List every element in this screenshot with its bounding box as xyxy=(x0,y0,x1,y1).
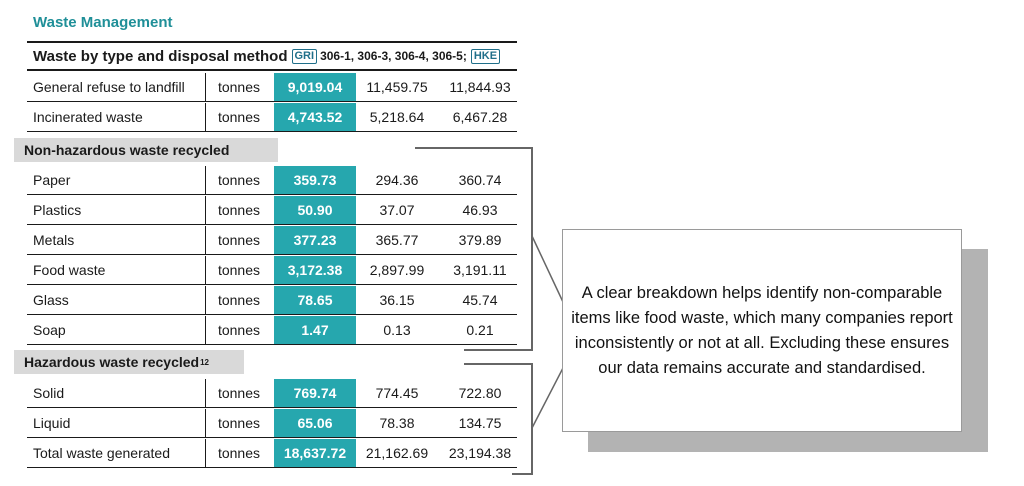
row-earlier-value: 11,844.93 xyxy=(449,79,511,95)
gri-codes: 306-1, 306-3, 306-4, 306-5; xyxy=(320,49,467,63)
row-unit: tonnes xyxy=(205,166,272,194)
table-row: Solid tonnes 769.74 774.45 722.80 xyxy=(27,379,517,408)
hkex-badge: HKE xyxy=(470,48,501,64)
gri-badge: GRI xyxy=(291,48,318,64)
table-row: Glass tonnes 78.65 36.15 45.74 xyxy=(27,286,517,315)
row-earlier-value: 722.80 xyxy=(458,385,502,401)
group-header-nonhazardous: Non-hazardous waste recycled xyxy=(14,138,278,162)
table-row: Plastics tonnes 50.90 37.07 46.93 xyxy=(27,196,517,225)
row-current-value: 1.47 xyxy=(274,316,356,344)
row-prior-value: 365.77 xyxy=(375,232,419,248)
group-header-hazardous: Hazardous waste recycled 12 xyxy=(14,350,244,374)
row-current-value: 769.74 xyxy=(274,379,356,407)
row-label: Soap xyxy=(33,322,66,338)
row-prior-value: 294.36 xyxy=(375,172,419,188)
row-prior-value: 5,218.64 xyxy=(369,109,425,125)
table-row: Liquid tonnes 65.06 78.38 134.75 xyxy=(27,409,517,438)
table-subtitle: Waste by type and disposal method GRI 30… xyxy=(27,41,517,71)
row-current-value: 3,172.38 xyxy=(274,256,356,284)
row-unit: tonnes xyxy=(205,196,272,224)
row-current-value: 65.06 xyxy=(274,409,356,437)
row-current-value: 9,019.04 xyxy=(274,73,356,101)
row-prior-value: 78.38 xyxy=(379,415,415,431)
table-row: Metals tonnes 377.23 365.77 379.89 xyxy=(27,226,517,255)
table-row: Food waste tonnes 3,172.38 2,897.99 3,19… xyxy=(27,256,517,285)
table-row: Incinerated waste tonnes 4,743.52 5,218.… xyxy=(27,103,517,132)
row-earlier-value: 46.93 xyxy=(462,202,498,218)
row-prior-value: 21,162.69 xyxy=(365,445,429,461)
table-row-total: Total waste generated tonnes 18,637.72 2… xyxy=(27,439,517,468)
hazardous-bracket xyxy=(464,363,533,475)
row-prior-value: 2,897.99 xyxy=(369,262,425,278)
row-prior-value: 37.07 xyxy=(379,202,415,218)
row-unit: tonnes xyxy=(205,73,272,101)
group-title: Non-hazardous waste recycled xyxy=(24,142,230,158)
nonhazardous-bracket xyxy=(415,147,533,351)
table-row: Paper tonnes 359.73 294.36 360.74 xyxy=(27,166,517,195)
row-label: Solid xyxy=(33,385,65,401)
row-label: Plastics xyxy=(33,202,82,218)
row-label: Glass xyxy=(33,292,69,308)
row-unit: tonnes xyxy=(205,256,272,284)
row-unit: tonnes xyxy=(205,439,272,467)
row-current-value: 359.73 xyxy=(274,166,356,194)
row-earlier-value: 134.75 xyxy=(458,415,502,431)
callout-text: A clear breakdown helps identify non-com… xyxy=(571,283,953,377)
row-earlier-value: 23,194.38 xyxy=(448,445,512,461)
row-prior-value: 36.15 xyxy=(379,292,415,308)
row-current-value: 377.23 xyxy=(274,226,356,254)
row-unit: tonnes xyxy=(205,103,272,131)
row-unit: tonnes xyxy=(205,409,272,437)
table-row: Soap tonnes 1.47 0.13 0.21 xyxy=(27,316,517,345)
row-unit: tonnes xyxy=(205,316,272,344)
row-label: Paper xyxy=(33,172,71,188)
row-unit: tonnes xyxy=(205,286,272,314)
row-earlier-value: 0.21 xyxy=(466,322,494,338)
row-earlier-value: 6,467.28 xyxy=(452,109,508,125)
row-label: Incinerated waste xyxy=(33,109,143,125)
footnote-marker: 12 xyxy=(200,357,209,367)
callout-pointer-bottom xyxy=(531,367,564,429)
row-label: Metals xyxy=(33,232,75,248)
row-label: General refuse to landfill xyxy=(33,79,185,95)
row-current-value: 78.65 xyxy=(274,286,356,314)
table-row: General refuse to landfill tonnes 9,019.… xyxy=(27,73,517,102)
row-prior-value: 774.45 xyxy=(375,385,419,401)
row-earlier-value: 45.74 xyxy=(462,292,498,308)
row-unit: tonnes xyxy=(205,226,272,254)
callout-pointer-top xyxy=(531,235,564,303)
section-title: Waste Management xyxy=(33,14,173,31)
row-label: Liquid xyxy=(33,415,71,431)
row-prior-value: 11,459.75 xyxy=(366,79,428,95)
row-label: Total waste generated xyxy=(33,445,170,461)
callout-box: A clear breakdown helps identify non-com… xyxy=(562,229,962,432)
group-title: Hazardous waste recycled xyxy=(24,354,200,370)
row-earlier-value: 3,191.11 xyxy=(453,262,507,278)
row-current-value: 18,637.72 xyxy=(274,439,356,467)
subtitle-text: Waste by type and disposal method xyxy=(33,47,288,65)
row-label: Food waste xyxy=(33,262,106,278)
row-unit: tonnes xyxy=(205,379,272,407)
row-prior-value: 0.13 xyxy=(383,322,411,338)
row-current-value: 4,743.52 xyxy=(274,103,356,131)
row-earlier-value: 379.89 xyxy=(458,232,502,248)
row-current-value: 50.90 xyxy=(274,196,356,224)
row-earlier-value: 360.74 xyxy=(458,172,502,188)
